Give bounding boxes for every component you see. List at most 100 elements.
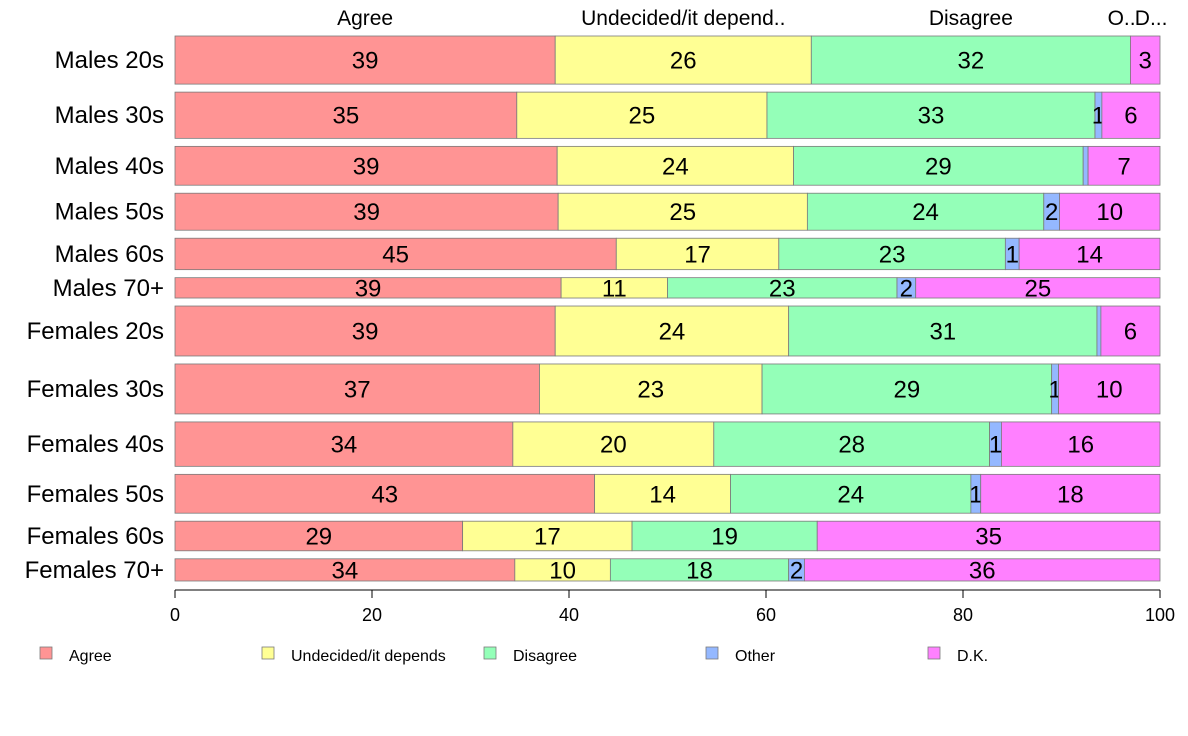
legend-swatch (483, 646, 497, 660)
legend-label: Other (735, 648, 776, 665)
category-label: Males 20s (55, 47, 164, 74)
data-label: 39 (355, 275, 382, 302)
data-label: 17 (684, 241, 711, 268)
data-label: 25 (669, 199, 696, 226)
data-label: 39 (353, 153, 380, 180)
bar-segment (816, 520, 1161, 552)
bar-segment (174, 35, 556, 85)
bar-row: Males 20s 39 26 32 3 (55, 35, 1161, 85)
data-label: 39 (352, 319, 379, 346)
data-label: 23 (879, 241, 906, 268)
bar-row: Males 70+ 39 11 23 2 25 (53, 275, 1161, 302)
bar-segment (1101, 91, 1161, 139)
legend-swatch (261, 646, 275, 660)
data-label: 1 (969, 481, 982, 508)
category-label: Females 40s (27, 431, 164, 458)
data-label: 35 (333, 103, 360, 130)
legend-label: Undecided/it depends (291, 648, 446, 665)
bar-segment (810, 35, 1131, 85)
bar-segment (713, 421, 990, 467)
data-label: 25 (1025, 275, 1052, 302)
data-label: 33 (918, 103, 945, 130)
bar-segment (1096, 305, 1102, 357)
bar-row: Females 20s 39 24 31 6 (27, 305, 1161, 357)
bar-segment (631, 520, 818, 552)
data-label: 31 (929, 319, 956, 346)
legend-swatch (927, 646, 941, 660)
bar-segment (980, 473, 1161, 514)
bar-segment (174, 192, 559, 231)
data-label: 36 (969, 557, 996, 584)
legend-item: Disagree (483, 646, 577, 665)
top-labels: Agree Undecided/it depend.. Disagree O.. D..… (337, 7, 1167, 30)
data-label: 6 (1124, 103, 1137, 130)
bar-row: Males 30s 35 25 33 1 6 (55, 91, 1161, 139)
category-label: Females 50s (27, 481, 164, 508)
data-label: 26 (670, 48, 697, 75)
bar-row: Males 50s 39 25 24 2 10 (55, 192, 1161, 231)
data-label: 25 (629, 103, 656, 130)
bar-segment (174, 237, 617, 271)
bar-segment (1001, 421, 1161, 467)
column-header-2: Disagree (929, 7, 1013, 30)
data-label: 1 (989, 432, 1002, 459)
x-tick-label: 40 (559, 605, 579, 625)
bar-segment (806, 192, 1045, 231)
bar-segment (1059, 192, 1161, 231)
bar-segment (174, 363, 540, 415)
data-label: 7 (1117, 153, 1130, 180)
data-label: 11 (602, 275, 627, 302)
data-label: 17 (534, 523, 561, 550)
category-label: Males 70+ (53, 275, 164, 302)
bar-segment (174, 91, 518, 139)
data-label: 1 (1006, 241, 1019, 268)
column-header-4: D... (1135, 7, 1168, 30)
bar-segment (512, 421, 715, 467)
data-label: 29 (305, 523, 332, 550)
data-label: 19 (711, 523, 738, 550)
data-label: 39 (352, 48, 379, 75)
bar-segment (766, 91, 1096, 139)
bar-segment (1130, 35, 1161, 85)
data-label: 32 (958, 48, 985, 75)
data-label: 45 (382, 241, 409, 268)
data-label: 18 (1057, 481, 1084, 508)
category-label: Females 30s (27, 376, 164, 403)
x-tick-label: 100 (1145, 605, 1175, 625)
x-tick-label: 60 (756, 605, 776, 625)
data-label: 18 (686, 557, 713, 584)
bar-segment (554, 35, 812, 85)
data-label: 24 (659, 319, 686, 346)
bar-segment (174, 520, 464, 552)
data-label: 39 (353, 199, 380, 226)
legend-item: D.K. (927, 646, 988, 665)
data-label: 24 (662, 153, 689, 180)
data-label: 2 (790, 557, 803, 584)
data-label: 6 (1124, 319, 1137, 346)
data-label: 3 (1139, 48, 1152, 75)
column-header-0: Agree (337, 7, 393, 30)
category-label: Males 50s (55, 199, 164, 226)
category-label: Females 70+ (25, 557, 164, 584)
data-label: 24 (837, 481, 864, 508)
bar-segment (1087, 145, 1161, 186)
data-label: 16 (1067, 432, 1094, 459)
category-label: Females 20s (27, 318, 164, 345)
bar-row: Females 60s 29 17 19 35 (27, 520, 1161, 552)
legend-label: D.K. (957, 648, 988, 665)
bar-row: Males 60s 45 17 23 1 14 (55, 237, 1161, 271)
data-label: 23 (769, 275, 796, 302)
bar-segment (1058, 363, 1161, 415)
bar-row: Females 30s 37 23 29 1 10 (27, 363, 1161, 415)
bar-segment (1018, 237, 1161, 271)
data-label: 29 (894, 376, 921, 403)
bar-segment (174, 145, 558, 186)
data-label: 23 (637, 376, 664, 403)
legend: Agree Undecided/it depends Disagree Other D.… (39, 646, 988, 665)
category-label: Males 30s (55, 102, 164, 129)
data-label: 34 (331, 432, 358, 459)
bar-segment (778, 237, 1006, 271)
bar-segment (554, 305, 790, 357)
category-label: Males 60s (55, 241, 164, 268)
